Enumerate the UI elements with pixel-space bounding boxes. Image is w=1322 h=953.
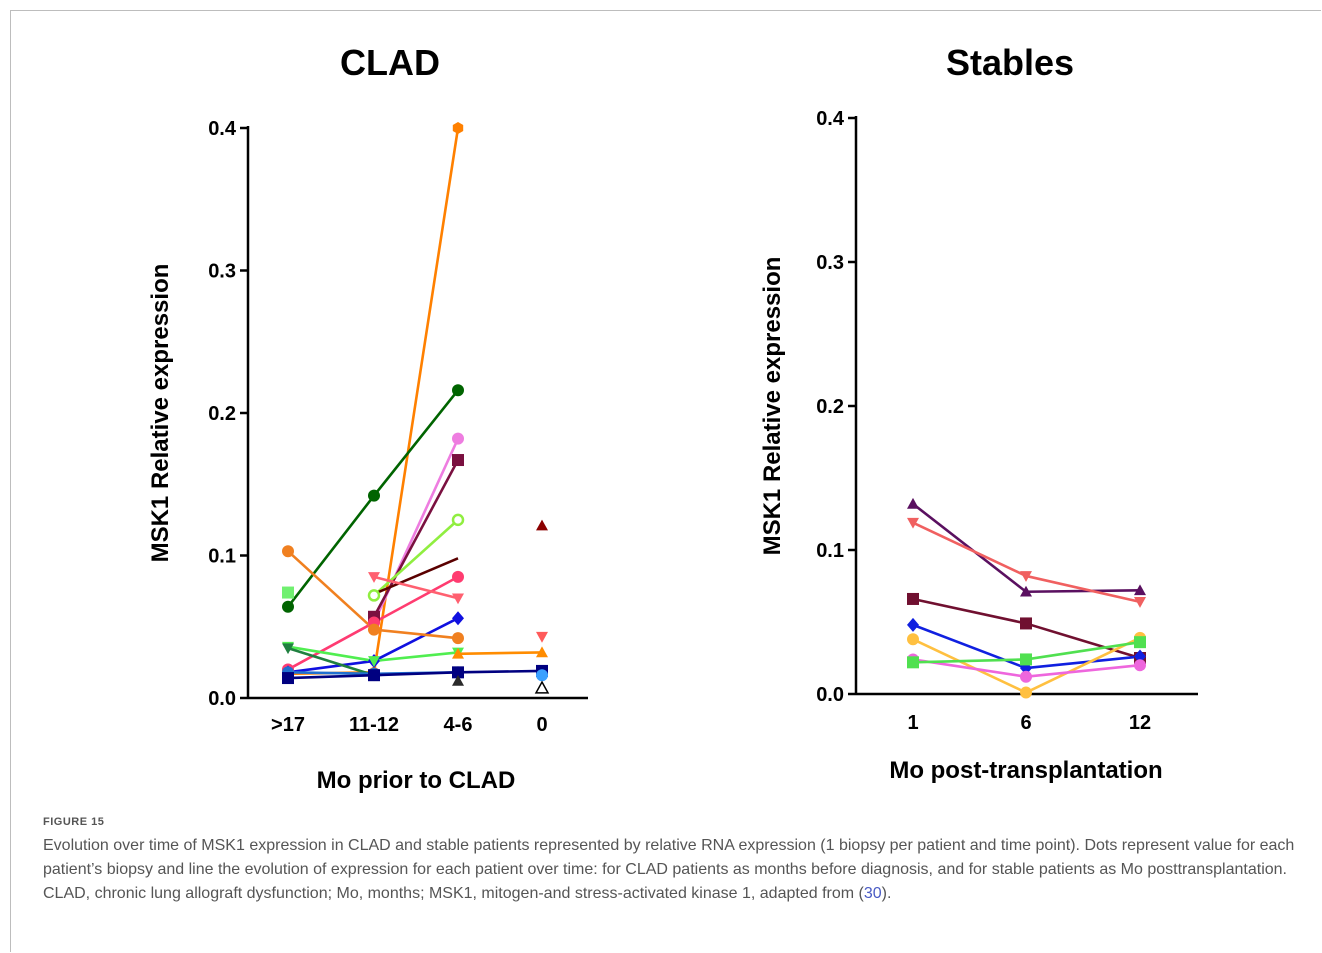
data-point-series-19 (536, 669, 548, 682)
y-tick-label: 0.0 (816, 684, 844, 706)
y-tick-label: 0.1 (208, 546, 236, 568)
x-tick-label: 11-12 (349, 714, 399, 736)
data-point-series-0 (1020, 585, 1032, 597)
data-point-series-6 (1020, 653, 1032, 666)
data-point-series-2 (1020, 617, 1032, 630)
data-point-series-4 (367, 589, 381, 602)
data-point-series-2 (452, 432, 464, 445)
data-point-series-17 (536, 519, 548, 531)
data-point-series-15 (452, 674, 464, 686)
data-point-series-4 (1020, 686, 1032, 699)
data-point-series-6 (907, 656, 919, 669)
data-point-series-6 (1134, 636, 1146, 649)
y-tick-label: 0.1 (816, 540, 844, 562)
data-point-series-5 (1134, 659, 1146, 672)
data-point-series-0 (452, 122, 464, 134)
data-point-series-12 (282, 643, 294, 655)
chart-title: Stables (946, 42, 1074, 83)
data-point-series-11 (368, 656, 380, 667)
data-point-series-7 (452, 593, 464, 605)
caption-tail: ). (881, 885, 892, 902)
figure-frame (10, 10, 1321, 952)
x-axis-label: Mo prior to CLAD (317, 767, 516, 794)
y-tick-label: 0.4 (816, 108, 845, 130)
y-axis-label: MSK1 Relative expression (759, 257, 786, 556)
caption-body: Evolution over time of MSK1 expression i… (43, 837, 1295, 902)
data-point-series-14 (282, 672, 294, 685)
data-point-series-20 (534, 680, 550, 694)
chart-title: CLAD (340, 42, 440, 83)
data-point-series-3 (452, 454, 464, 467)
data-point-series-1 (282, 600, 294, 613)
series-line-16 (457, 651, 543, 656)
figure-caption-text: Evolution over time of MSK1 expression i… (43, 834, 1303, 906)
data-point-series-2 (907, 592, 919, 605)
data-point-series-16 (452, 647, 464, 659)
series-line-14 (287, 669, 543, 680)
series-line-5 (373, 557, 459, 596)
data-point-series-8 (452, 611, 464, 626)
figure-caption: FIGURE 15 Evolution over time of MSK1 ex… (43, 816, 1303, 906)
data-point-series-0 (1134, 584, 1146, 596)
data-point-series-4 (451, 513, 465, 527)
data-point-series-14 (452, 666, 464, 679)
figure-label: FIGURE 15 (43, 816, 105, 828)
x-tick-label: 4-6 (444, 714, 473, 736)
series-line-7 (373, 575, 459, 600)
y-tick-label: 0.2 (208, 403, 236, 425)
data-point-series-9 (452, 632, 464, 645)
data-point-series-7 (368, 572, 380, 583)
x-tick-label: 1 (907, 712, 918, 734)
y-tick-label: 0.0 (208, 688, 236, 710)
y-tick-label: 0.3 (208, 261, 236, 283)
y-axis-label: MSK1 Relative expression (147, 264, 174, 563)
x-axis-label: Mo post-transplantation (889, 757, 1162, 784)
data-point-series-1 (1134, 597, 1146, 608)
x-tick-label: 0 (536, 714, 547, 736)
data-point-series-14 (368, 669, 380, 682)
data-point-series-1 (907, 517, 919, 529)
chart-1: Stables 0.0 0.1 0.2 0.3 0.4 1 6 12 Mo post-transp… (759, 42, 1198, 784)
y-tick-label: 0.2 (816, 396, 844, 418)
data-point-series-16 (536, 646, 548, 658)
data-point-series-1 (452, 384, 464, 397)
y-tick-label: 0.3 (816, 252, 844, 274)
x-tick-label: 6 (1020, 712, 1031, 734)
x-tick-label: 12 (1129, 712, 1151, 734)
data-point-series-9 (368, 623, 380, 636)
x-tick-label: >17 (271, 714, 305, 736)
y-tick-label: 0.4 (208, 118, 237, 140)
data-point-series-0 (907, 497, 919, 509)
data-point-series-3 (907, 617, 919, 632)
data-point-series-10 (282, 586, 294, 599)
data-point-series-18 (536, 631, 548, 643)
series-line-3 (372, 459, 460, 618)
caption-reference-link[interactable]: 30 (863, 885, 882, 902)
figure-charts: CLAD 0.0 0.1 0.2 0.3 0.4 >17 11-12 4-6 0 Mo prior … (147, 42, 1198, 794)
series-line-4 (373, 518, 459, 597)
data-point-series-9 (282, 545, 294, 558)
data-point-series-4 (907, 633, 919, 646)
data-point-series-6 (452, 570, 464, 583)
data-point-series-1 (1020, 571, 1032, 582)
data-point-series-5 (1020, 670, 1032, 683)
data-point-series-1 (368, 489, 380, 502)
series-line-12 (287, 646, 375, 677)
chart-0: CLAD 0.0 0.1 0.2 0.3 0.4 >17 11-12 4-6 0 Mo prior … (147, 42, 588, 794)
